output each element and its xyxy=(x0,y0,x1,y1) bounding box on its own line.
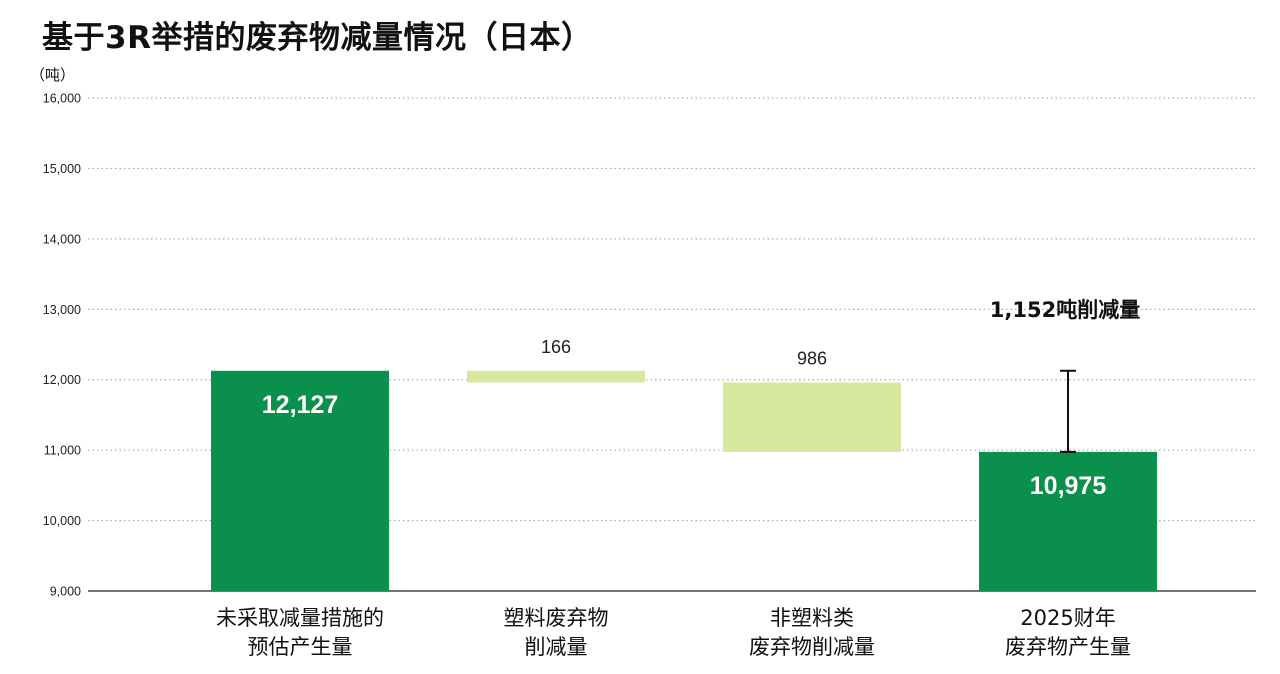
x-category-label: 非塑料类 xyxy=(770,606,854,630)
x-category-label: 削减量 xyxy=(525,635,588,659)
x-category-label: 废弃物产生量 xyxy=(1005,635,1131,659)
x-category-label: 预估产生量 xyxy=(248,635,353,659)
y-tick-label: 13,000 xyxy=(43,303,81,317)
data-label: 12,127 xyxy=(262,391,338,419)
reduction-annotation: 1,152吨削减量 xyxy=(990,298,1140,322)
bar-reduction xyxy=(467,370,645,383)
y-tick-label: 10,000 xyxy=(43,514,81,528)
x-category-label: 废弃物削减量 xyxy=(749,635,875,659)
bar-total xyxy=(211,370,389,591)
x-category-label: 塑料废弃物 xyxy=(504,606,609,630)
y-tick-label: 14,000 xyxy=(43,232,81,246)
y-axis-unit-label: （吨） xyxy=(30,66,76,84)
bar-total xyxy=(979,451,1157,591)
bar-reduction xyxy=(723,382,901,452)
chart-title: 基于3R举措的废弃物减量情况（日本） xyxy=(42,20,593,56)
y-tick-label: 15,000 xyxy=(43,162,81,176)
y-tick-label: 9,000 xyxy=(50,585,81,599)
x-category-label: 2025财年 xyxy=(1020,606,1115,630)
bar-layer xyxy=(211,370,1157,591)
data-label: 166 xyxy=(541,337,571,357)
data-label: 10,975 xyxy=(1030,472,1107,500)
label-layer: 12,127 166 986 10,975 xyxy=(262,337,1107,500)
y-tick-label: 11,000 xyxy=(44,444,81,458)
data-label: 986 xyxy=(797,348,827,368)
x-category-label: 未采取减量措施的 xyxy=(216,606,384,630)
y-tick-layer: 9,000 10,000 11,000 12,000 13,000 14,000 15,00… xyxy=(43,92,81,599)
y-tick-label: 16,000 xyxy=(43,92,81,106)
y-tick-label: 12,000 xyxy=(43,373,81,387)
annotation-layer: 1,152吨削减量 xyxy=(990,298,1140,453)
